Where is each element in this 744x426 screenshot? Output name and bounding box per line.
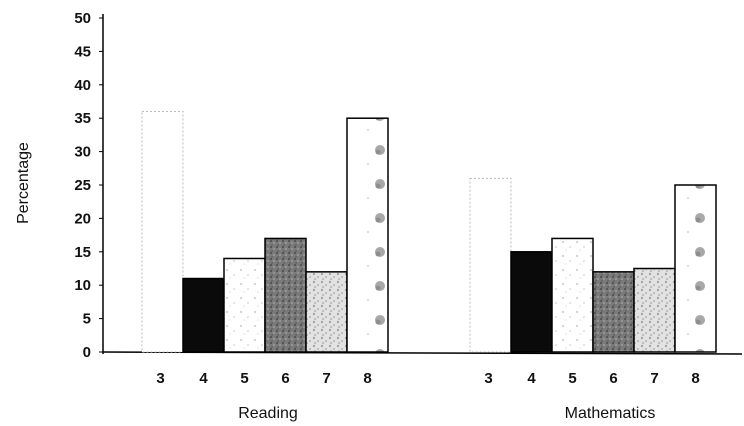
bar-mathematics-3 — [469, 177, 512, 353]
bar-reading-8 — [346, 117, 389, 353]
bar-reading-3 — [141, 111, 184, 353]
category-labels: 3 4 5 6 7 8 Reading 3 4 5 6 7 8 Mathematics — [156, 370, 699, 422]
y-tick-label: 40 — [74, 77, 91, 94]
x-tick-label: 6 — [281, 370, 289, 387]
bar-mathematics-6 — [592, 271, 635, 353]
x-tick-label: 4 — [199, 370, 208, 387]
bars — [141, 111, 717, 353]
bar-mathematics-7 — [633, 267, 676, 353]
bar-mathematics-8 — [674, 184, 717, 353]
bar-mathematics-5 — [551, 237, 594, 353]
x-tick-label: 8 — [363, 370, 371, 387]
x-tick-label: 6 — [609, 370, 617, 387]
group-label-reading: Reading — [238, 405, 298, 422]
y-tick-label: 5 — [83, 311, 91, 328]
bar-reading-7 — [305, 271, 348, 353]
x-tick-label: 5 — [240, 370, 248, 387]
bar-reading-6 — [264, 237, 307, 353]
x-tick-label: 5 — [568, 370, 576, 387]
y-tick-label: 15 — [74, 244, 91, 261]
x-tick-label: 8 — [691, 370, 699, 387]
x-tick-label: 4 — [527, 370, 536, 387]
y-tick-label: 30 — [74, 144, 91, 161]
y-tick-label: 10 — [74, 277, 91, 294]
y-tick-label: 45 — [74, 43, 91, 60]
x-tick-label: 7 — [322, 370, 330, 387]
y-tick-label: 0 — [83, 344, 91, 361]
y-tick-label: 35 — [74, 110, 91, 127]
y-tick-label: 20 — [74, 210, 91, 227]
group-label-mathematics: Mathematics — [565, 405, 656, 422]
x-tick-label: 7 — [650, 370, 658, 387]
y-axis-title: Percentage — [15, 142, 32, 224]
y-tick-label: 50 — [74, 10, 91, 27]
bar-mathematics-4 — [510, 251, 553, 353]
x-tick-label: 3 — [484, 370, 492, 387]
y-axis: 0 5 10 15 20 25 30 35 40 45 50 Percentage — [15, 10, 104, 361]
bar-reading-4 — [182, 277, 225, 353]
bar-reading-5 — [223, 257, 266, 353]
y-tick-label: 25 — [74, 177, 91, 194]
x-tick-label: 3 — [156, 370, 164, 387]
